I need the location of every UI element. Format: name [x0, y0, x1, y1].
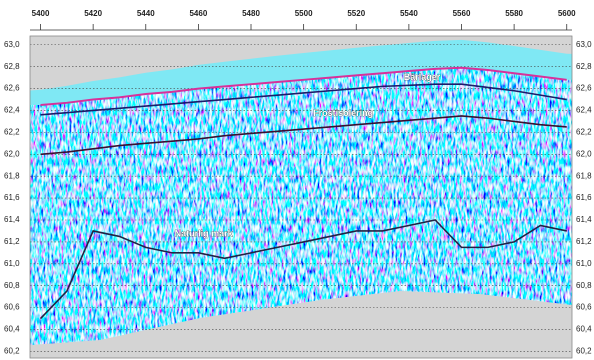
series-label: Frostisolering: [313, 108, 373, 118]
y-tick-label: 60,6: [4, 303, 20, 312]
y-tick-label: 61,6: [4, 193, 20, 202]
y-tick-label: 63,0: [4, 40, 20, 49]
y-tick-label-right: 60,8: [576, 281, 592, 290]
page: {"chart_data": { "type": "line", "x": [5…: [0, 0, 594, 360]
x-tick-label: 5540: [400, 9, 418, 18]
y-tick-label: 62,2: [4, 127, 20, 136]
y-tick-label: 62,0: [4, 149, 20, 158]
y-tick-label-right: 61,0: [576, 259, 592, 268]
y-tick-label: 61,8: [4, 171, 20, 180]
series-label: Bärlager: [404, 72, 441, 82]
series-label: Naturlig mark: [175, 229, 234, 239]
y-tick-label: 60,4: [4, 325, 20, 334]
x-tick-label: 5520: [347, 9, 365, 18]
x-tick-label: 5420: [84, 9, 102, 18]
y-tick-label-right: 61,6: [576, 193, 592, 202]
y-tick-label: 61,0: [4, 259, 20, 268]
y-tick-label: 61,4: [4, 215, 20, 224]
y-tick-label: 61,2: [4, 237, 20, 246]
y-tick-label-right: 62,6: [576, 84, 592, 93]
y-tick-label-right: 63,0: [576, 40, 592, 49]
y-tick-label-right: 60,2: [576, 347, 592, 356]
y-tick-label: 62,6: [4, 84, 20, 93]
y-tick-label-right: 62,4: [576, 106, 592, 115]
y-tick-label-right: 60,6: [576, 303, 592, 312]
x-tick-label: 5460: [189, 9, 207, 18]
y-tick-label-right: 62,8: [576, 62, 592, 71]
chart: 60,2 60,2 60,4 60,4 60,6 60,6 60,8 60,8 61,0 61,0…: [0, 0, 594, 360]
y-tick-label-right: 60,4: [576, 325, 592, 334]
y-tick-label: 60,8: [4, 281, 20, 290]
x-tick-label: 5400: [32, 9, 50, 18]
x-tick-label: 5580: [505, 9, 523, 18]
y-tick-label-right: 62,0: [576, 149, 592, 158]
y-tick-label-right: 61,8: [576, 171, 592, 180]
y-tick-label-right: 61,4: [576, 215, 592, 224]
x-tick-label: 5560: [453, 9, 471, 18]
y-tick-label: 60,2: [4, 347, 20, 356]
y-tick-label-right: 61,2: [576, 237, 592, 246]
y-tick-label: 62,8: [4, 62, 20, 71]
x-tick-label: 5480: [242, 9, 260, 18]
y-tick-label: 62,4: [4, 106, 20, 115]
x-tick-label: 5440: [137, 9, 155, 18]
y-tick-label-right: 62,2: [576, 127, 592, 136]
x-tick-label: 5500: [295, 9, 313, 18]
x-tick-label: 5600: [558, 9, 576, 18]
